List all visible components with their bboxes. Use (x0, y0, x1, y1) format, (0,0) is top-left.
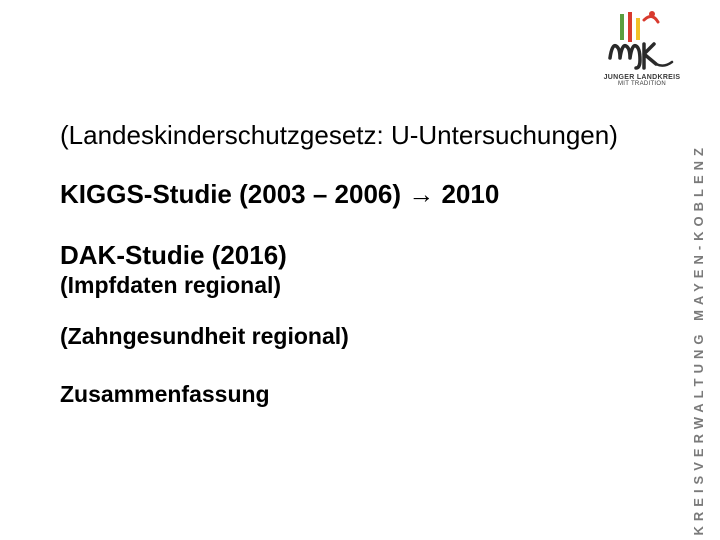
content-area: (Landeskinderschutzgesetz: U-Untersuchun… (60, 120, 620, 408)
text-zusammenfassung: Zusammenfassung (60, 381, 620, 409)
text-zahn: (Zahngesundheit regional) (60, 323, 620, 351)
logo: JUNGER LANDKREIS MIT TRADITION (592, 10, 692, 100)
logo-line1: JUNGER LANDKREIS (592, 74, 692, 81)
text-landeskinderschutz: (Landeskinderschutzgesetz: U-Untersuchun… (60, 120, 620, 151)
text-dak: DAK-Studie (2016) (60, 240, 620, 271)
sidebar-vertical-text: KREISVERWALTUNG MAYEN-KOBLENZ (688, 105, 708, 535)
slide: JUNGER LANDKREIS MIT TRADITION (Landeski… (0, 0, 720, 540)
logo-line2: MIT TRADITION (592, 81, 692, 87)
logo-graphic (592, 10, 692, 72)
text-kiggs: KIGGS-Studie (2003 – 2006) → 2010 (60, 179, 620, 210)
text-impfdaten: (Impfdaten regional) (60, 272, 620, 300)
sidebar-label: KREISVERWALTUNG MAYEN-KOBLENZ (691, 143, 706, 536)
